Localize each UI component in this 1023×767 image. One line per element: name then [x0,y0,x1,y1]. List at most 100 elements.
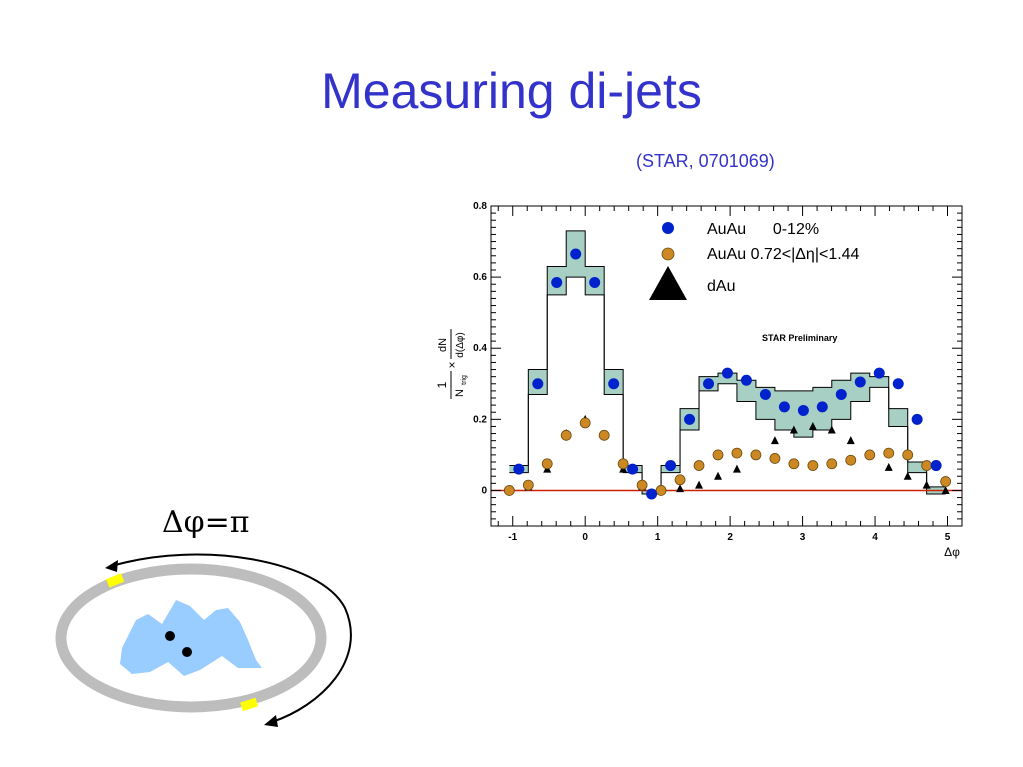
auau-eta-point [598,429,610,441]
dau-point [695,480,704,489]
ylabel-times: × [445,361,459,368]
y-tick-label: 0.6 [473,272,487,283]
auau-central-point [703,378,715,390]
dau-point [941,485,950,494]
auau-eta-point [883,447,895,459]
auau-eta-point [617,458,629,470]
x-tick-label: 4 [872,532,878,543]
auau-central-point [911,413,923,425]
x-tick-label: 0 [582,532,588,543]
auau-central-point [589,276,601,288]
dau-point [676,484,685,493]
auau-eta-point [864,449,876,461]
plot-frame [490,205,963,527]
dau-point [770,436,779,445]
ylabel-frac-top: dN [437,338,449,352]
y-tick-label: 0.4 [473,343,487,354]
auau-eta-point [522,479,534,491]
interaction-blob [120,600,262,676]
auau-eta-point [826,458,838,470]
ylabel-denominator-sub: trig [461,375,468,385]
x-tick-label: 2 [727,532,733,543]
auau-eta-point [731,447,743,459]
x-tick-label: 3 [800,532,806,543]
auau-eta-point [940,476,952,487]
auau-central-point [551,276,563,288]
legend: AuAu 0-12% AuAu 0.72<|Δη|<1.44 dAu [649,221,860,300]
dau-point [732,464,741,473]
x-tick-label: 1 [655,532,661,543]
dau-point [808,421,817,430]
legend-marker-auau-eta [661,247,675,261]
legend-marker-dau [649,266,687,300]
x-tick-label: -1 [508,532,517,543]
auau-eta-point [769,453,781,464]
auau-central-point [646,488,658,500]
detector-marker-2 [240,697,259,712]
auau-eta-point [712,449,724,461]
x-axis-label: Δφ [944,545,960,559]
y-tick-label: 0.2 [473,414,487,425]
dau-point [846,436,855,445]
auau-eta-point [655,485,667,496]
auau-central-point [778,401,790,413]
auau-eta-point [921,460,933,471]
x-tick-label: 5 [945,532,951,543]
auau-central-point [759,388,771,400]
auau-central-point [892,378,904,390]
auau-central-point [740,374,752,386]
legend-marker-auau-central [662,222,674,234]
auau-eta-point [807,460,819,471]
auau-central-point [930,460,942,472]
y-axis-label: 1 N trig × dN d(Δφ) [435,329,468,399]
slide-title: Measuring di-jets [321,63,702,119]
jet-point-1 [165,631,175,641]
auau-eta-point [750,449,762,461]
arrow-head-end [264,715,278,727]
azimuth-arrow [111,553,352,723]
auau-eta-point [560,429,572,441]
auau-eta-point [636,479,648,491]
dau-point [903,471,912,480]
band-lower-edge [509,276,946,495]
legend-label-dau: dAu [707,278,735,295]
auau-central-point [570,248,582,260]
y-tick-label: 0 [481,485,487,496]
ylabel-numerator: 1 [435,381,449,388]
auau-eta-point [845,454,857,466]
auau-central-point [854,376,866,388]
auau-eta-point [693,460,705,471]
delta-phi-label: Δφ=π [162,505,250,540]
auau-central-point [513,463,525,475]
dau-point [922,480,931,489]
ylabel-frac-bottom: d(Δφ) [455,332,466,357]
systematic-band [509,230,946,494]
auau-central-point [797,404,809,416]
jet-point-2 [182,647,192,657]
collision-ring [55,563,327,713]
chart-annotation: STAR Preliminary [762,333,837,343]
citation: (STAR, 0701069) [636,151,775,171]
dau-point [827,425,836,434]
dau-point [714,471,723,480]
auau-central-point [608,378,620,390]
auau-central-point [835,388,847,400]
arrow-head-start [105,560,118,572]
auau-eta-point [503,485,515,496]
auau-central-point [665,460,677,472]
auau-central-point [532,378,544,390]
y-tick-label: 0.8 [473,201,487,212]
auau-eta-point [674,474,686,486]
auau-eta-point [579,417,591,429]
detector-marker-1 [106,573,125,588]
dau-point [789,425,798,434]
chart-layer: -1 0 1 2 3 4 5 0 0.2 0.4 0.6 0.8 [473,201,963,543]
dijet-schematic [55,553,352,727]
legend-label-auau-eta: AuAu 0.72<|Δη|<1.44 [707,246,860,263]
auau-central-point [721,367,733,379]
auau-eta-point [902,449,914,461]
auau-central-point [816,401,828,413]
legend-label-auau-central: AuAu 0-12% [707,221,819,238]
band-upper-edge [509,230,946,491]
